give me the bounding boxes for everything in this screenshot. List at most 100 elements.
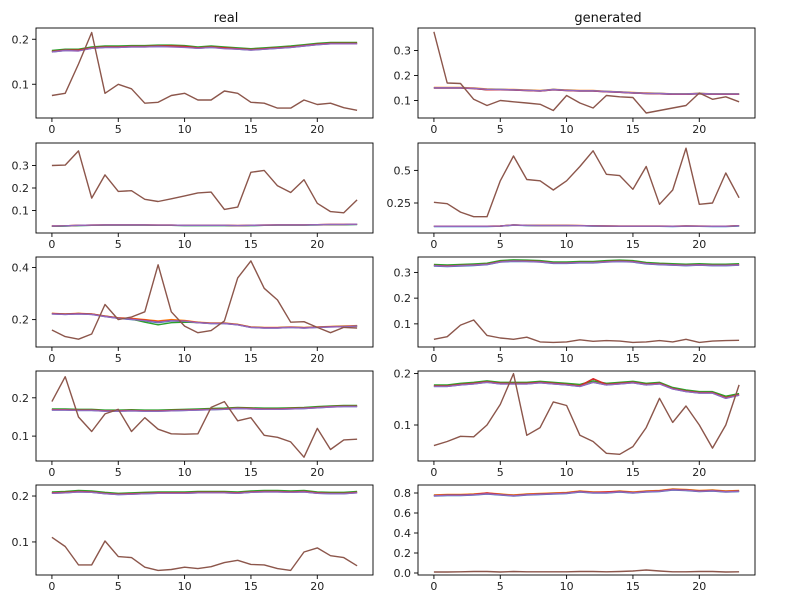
x-tick-label: 10 — [560, 238, 574, 251]
y-tick-label: 0.3 — [394, 266, 412, 279]
subplot-r4-c0: 0 5 10 15 20 0.1 0.2 — [12, 484, 374, 593]
axes-frame — [417, 370, 756, 462]
x-tick-label: 15 — [626, 238, 640, 251]
x-tick-label: 10 — [560, 580, 574, 593]
x-tick-label: 15 — [244, 352, 258, 365]
subplot-grid: 0 5 10 15 200.10.20 5 10 15 200.10.20.30 5 10 15 200… — [12, 27, 756, 593]
series-line-s5 — [433, 569, 740, 573]
y-tick-label: 0.1 — [12, 536, 30, 549]
subplot-r2-c0: 0 5 10 15 20 0.2 0.4 — [12, 256, 374, 365]
x-tick-label: 15 — [244, 123, 258, 136]
series-line-s5 — [51, 536, 358, 572]
series-line-s5 — [433, 31, 740, 114]
x-tick-label: 10 — [560, 352, 574, 365]
series-line-s2 — [433, 259, 740, 266]
x-tick-label: 15 — [244, 580, 258, 593]
x-tick-label: 15 — [626, 580, 640, 593]
x-tick-label: 5 — [115, 466, 122, 479]
y-tick-label: 0.2 — [12, 490, 30, 503]
y-tick-label: 0.6 — [394, 507, 412, 520]
axes-frame — [417, 484, 756, 576]
x-tick-label: 5 — [497, 123, 504, 136]
y-tick-label: 0.3 — [394, 45, 412, 58]
x-tick-label: 20 — [310, 123, 324, 136]
x-tick-label: 10 — [178, 580, 192, 593]
y-tick-label: 0.2 — [12, 182, 30, 195]
x-tick-label: 0 — [430, 580, 437, 593]
x-tick-label: 20 — [692, 352, 706, 365]
subplot-r3-c1: 0 5 10 15 20 0.1 0.2 — [394, 368, 756, 479]
x-tick-label: 0 — [48, 238, 55, 251]
x-tick-label: 20 — [310, 352, 324, 365]
y-tick-label: 0.1 — [394, 419, 412, 432]
x-tick-label: 0 — [430, 466, 437, 479]
axes-frame — [417, 256, 756, 348]
subplot-r1-c1: 0 5 10 15 20 0.25 0.5 — [387, 142, 756, 251]
y-tick-label: 0.2 — [394, 70, 412, 83]
axes-frame — [35, 484, 374, 576]
series-line-s2 — [51, 41, 358, 52]
subplot-r3-c0: 0 5 10 15 20 0.1 0.2 — [12, 370, 374, 479]
x-tick-label: 5 — [115, 352, 122, 365]
y-tick-label: 0.1 — [394, 95, 412, 108]
x-tick-label: 20 — [692, 580, 706, 593]
axes-frame — [35, 370, 374, 462]
x-tick-label: 15 — [244, 238, 258, 251]
y-tick-label: 0.4 — [394, 527, 412, 540]
column-title-generated: generated — [574, 11, 641, 26]
series-line-s5 — [433, 147, 740, 218]
y-tick-label: 0.1 — [12, 205, 30, 218]
y-tick-label: 0.2 — [12, 314, 30, 327]
y-tick-label: 0.25 — [387, 197, 412, 210]
series-line-s4 — [51, 43, 358, 53]
x-tick-label: 15 — [626, 352, 640, 365]
x-tick-label: 20 — [692, 466, 706, 479]
x-tick-label: 10 — [560, 466, 574, 479]
x-tick-label: 15 — [626, 123, 640, 136]
series-line-s5 — [51, 376, 358, 458]
y-tick-label: 0.8 — [394, 487, 412, 500]
series-line-s4 — [51, 405, 358, 412]
x-tick-label: 5 — [115, 580, 122, 593]
series-line-s5 — [51, 150, 358, 214]
x-tick-label: 0 — [430, 123, 437, 136]
series-line-s4 — [433, 381, 740, 399]
axes-frame — [417, 142, 756, 234]
series-line-s5 — [51, 31, 358, 111]
series-line-s2 — [51, 404, 358, 411]
series-line-s4 — [51, 313, 358, 329]
y-tick-label: 0.4 — [12, 261, 30, 274]
x-tick-label: 0 — [430, 238, 437, 251]
x-tick-label: 0 — [430, 352, 437, 365]
x-tick-label: 10 — [178, 466, 192, 479]
x-tick-label: 20 — [310, 466, 324, 479]
series-line-s4 — [51, 491, 358, 496]
x-tick-label: 0 — [48, 466, 55, 479]
x-tick-label: 20 — [310, 580, 324, 593]
column-title-real: real — [214, 11, 239, 26]
axes-frame — [35, 27, 374, 119]
x-tick-label: 0 — [48, 352, 55, 365]
y-tick-label: 0.1 — [394, 318, 412, 331]
y-tick-label: 0.2 — [12, 33, 30, 46]
x-tick-label: 10 — [560, 123, 574, 136]
x-tick-label: 5 — [497, 352, 504, 365]
y-tick-label: 0.2 — [394, 547, 412, 560]
x-tick-label: 5 — [115, 238, 122, 251]
axes-frame — [35, 256, 374, 348]
series-line-s2 — [51, 489, 358, 494]
x-tick-label: 15 — [244, 466, 258, 479]
subplot-r2-c1: 0 5 10 15 20 0.1 0.2 0.3 — [394, 256, 756, 365]
subplot-r0-c0: 0 5 10 15 20 0.1 0.2 — [12, 27, 374, 136]
x-tick-label: 10 — [178, 123, 192, 136]
series-line-s4 — [433, 224, 740, 228]
axes-frame — [35, 142, 374, 234]
axes-frame — [417, 27, 756, 119]
series-line-s5 — [433, 372, 740, 455]
series-line-s4 — [433, 87, 740, 95]
x-tick-label: 0 — [48, 580, 55, 593]
y-tick-label: 0.3 — [12, 160, 30, 173]
y-tick-label: 0.0 — [394, 567, 412, 580]
series-line-s5 — [433, 319, 740, 344]
